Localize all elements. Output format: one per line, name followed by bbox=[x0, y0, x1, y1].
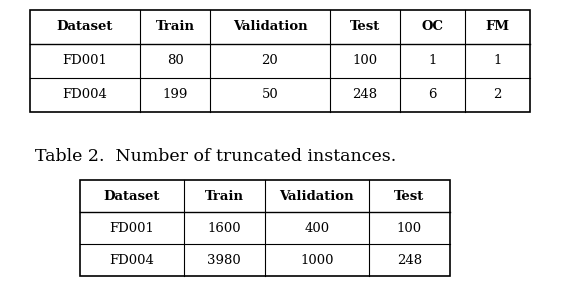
Text: Table 2.  Number of truncated instances.: Table 2. Number of truncated instances. bbox=[35, 148, 396, 165]
Text: 80: 80 bbox=[166, 55, 183, 67]
Text: 199: 199 bbox=[162, 88, 188, 102]
Text: 50: 50 bbox=[262, 88, 278, 102]
Text: FD004: FD004 bbox=[110, 253, 154, 267]
Text: Test: Test bbox=[394, 190, 424, 202]
Text: OC: OC bbox=[422, 21, 443, 33]
Text: Dataset: Dataset bbox=[103, 190, 160, 202]
Text: 100: 100 bbox=[397, 221, 422, 235]
Text: 20: 20 bbox=[262, 55, 278, 67]
Text: 2: 2 bbox=[493, 88, 502, 102]
Text: Train: Train bbox=[156, 21, 194, 33]
Text: 3980: 3980 bbox=[207, 253, 241, 267]
Text: Dataset: Dataset bbox=[57, 21, 113, 33]
Text: 1000: 1000 bbox=[300, 253, 334, 267]
Text: Test: Test bbox=[350, 21, 380, 33]
Text: 1: 1 bbox=[493, 55, 502, 67]
Text: FD001: FD001 bbox=[62, 55, 107, 67]
Text: 248: 248 bbox=[397, 253, 422, 267]
Bar bbox=[30, 10, 530, 112]
Text: FD001: FD001 bbox=[110, 221, 154, 235]
Bar bbox=[80, 180, 450, 276]
Text: 100: 100 bbox=[352, 55, 378, 67]
Text: Train: Train bbox=[205, 190, 244, 202]
Text: 1600: 1600 bbox=[207, 221, 241, 235]
Text: FM: FM bbox=[486, 21, 510, 33]
Text: 400: 400 bbox=[304, 221, 329, 235]
Text: FD004: FD004 bbox=[62, 88, 107, 102]
Text: 6: 6 bbox=[428, 88, 437, 102]
Text: Validation: Validation bbox=[233, 21, 307, 33]
Text: 248: 248 bbox=[352, 88, 378, 102]
Text: 1: 1 bbox=[428, 55, 437, 67]
Text: Validation: Validation bbox=[279, 190, 354, 202]
